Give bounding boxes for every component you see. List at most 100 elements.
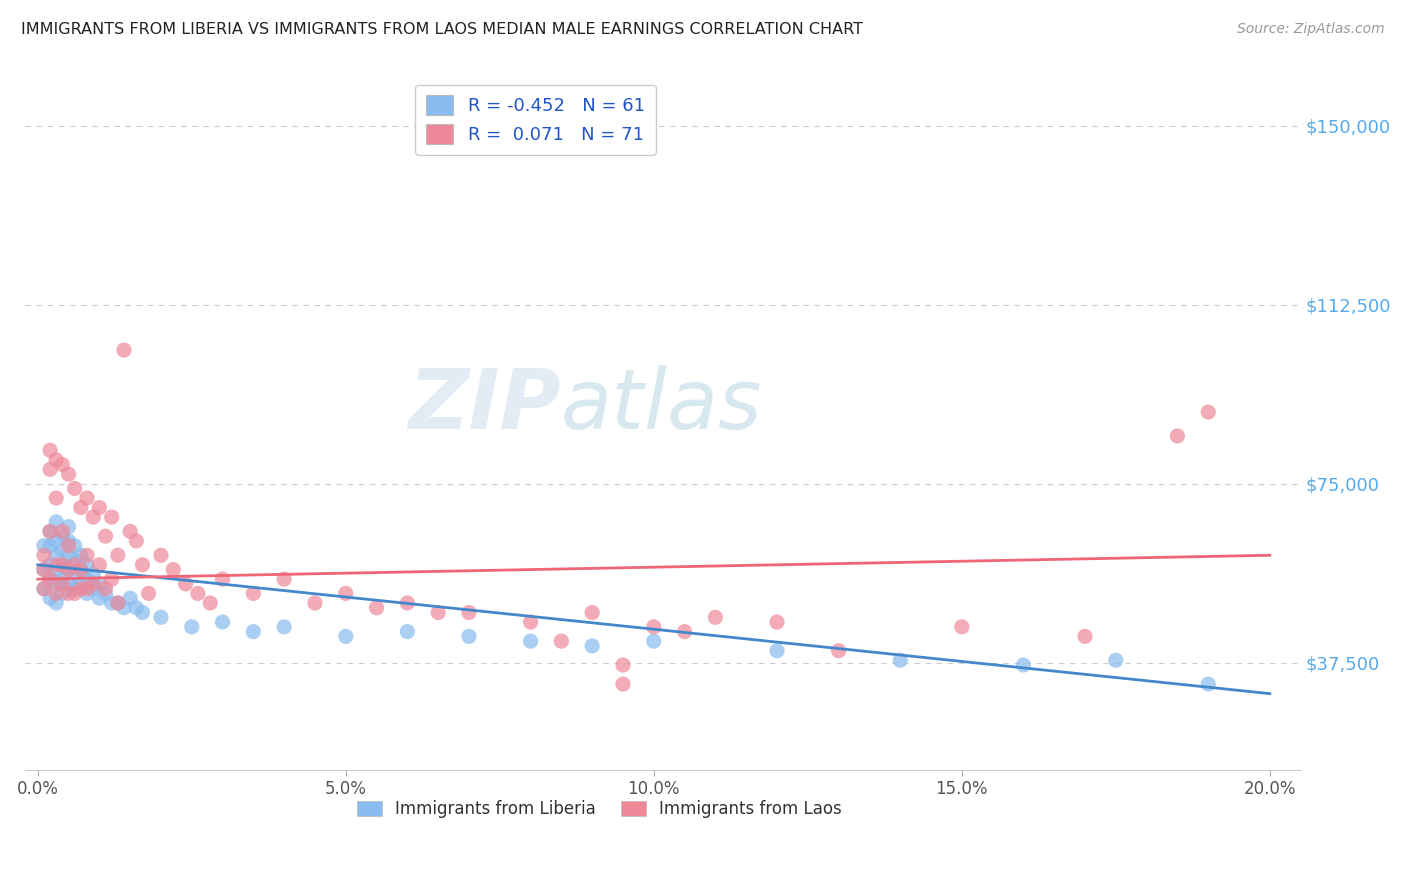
- Point: [51, 572, 73, 586]
- Point: [581, 606, 603, 620]
- Point: [58, 563, 80, 577]
- Point: [32, 563, 55, 577]
- Point: [174, 577, 197, 591]
- Point: [131, 558, 153, 572]
- Point: [120, 591, 142, 606]
- Point: [89, 577, 111, 591]
- Point: [39, 572, 62, 586]
- Point: [704, 610, 727, 624]
- Point: [82, 582, 104, 596]
- Point: [39, 524, 62, 539]
- Point: [51, 543, 73, 558]
- Point: [211, 615, 233, 629]
- Point: [519, 615, 541, 629]
- Text: IMMIGRANTS FROM LIBERIA VS IMMIGRANTS FROM LAOS MEDIAN MALE EARNINGS CORRELATION: IMMIGRANTS FROM LIBERIA VS IMMIGRANTS FR…: [21, 22, 863, 37]
- Point: [396, 596, 419, 610]
- Point: [519, 634, 541, 648]
- Point: [45, 515, 67, 529]
- Point: [766, 643, 789, 657]
- Point: [51, 577, 73, 591]
- Point: [162, 563, 184, 577]
- Point: [32, 582, 55, 596]
- Point: [45, 586, 67, 600]
- Point: [643, 634, 665, 648]
- Point: [304, 596, 326, 610]
- Point: [70, 563, 93, 577]
- Point: [45, 491, 67, 505]
- Point: [273, 620, 295, 634]
- Point: [458, 629, 481, 643]
- Point: [89, 500, 111, 515]
- Point: [125, 533, 148, 548]
- Point: [550, 634, 572, 648]
- Text: atlas: atlas: [561, 365, 762, 446]
- Point: [51, 458, 73, 472]
- Point: [58, 577, 80, 591]
- Point: [39, 443, 62, 458]
- Point: [76, 572, 98, 586]
- Point: [76, 586, 98, 600]
- Point: [32, 582, 55, 596]
- Point: [1012, 658, 1035, 673]
- Point: [100, 572, 122, 586]
- Point: [39, 539, 62, 553]
- Point: [242, 586, 264, 600]
- Point: [107, 548, 129, 562]
- Point: [39, 591, 62, 606]
- Point: [187, 586, 209, 600]
- Point: [396, 624, 419, 639]
- Point: [94, 529, 117, 543]
- Point: [138, 586, 160, 600]
- Point: [51, 524, 73, 539]
- Point: [120, 524, 142, 539]
- Point: [766, 615, 789, 629]
- Point: [58, 586, 80, 600]
- Point: [125, 600, 148, 615]
- Point: [58, 533, 80, 548]
- Point: [63, 539, 86, 553]
- Point: [1166, 429, 1188, 443]
- Point: [1197, 405, 1219, 419]
- Point: [45, 596, 67, 610]
- Point: [39, 572, 62, 586]
- Point: [58, 563, 80, 577]
- Point: [94, 582, 117, 596]
- Point: [45, 577, 67, 591]
- Point: [458, 606, 481, 620]
- Point: [70, 548, 93, 562]
- Point: [200, 596, 222, 610]
- Point: [76, 491, 98, 505]
- Point: [242, 624, 264, 639]
- Text: ZIP: ZIP: [408, 365, 561, 446]
- Point: [58, 467, 80, 482]
- Point: [131, 606, 153, 620]
- Point: [100, 596, 122, 610]
- Point: [100, 510, 122, 524]
- Point: [273, 572, 295, 586]
- Point: [58, 519, 80, 533]
- Point: [82, 510, 104, 524]
- Point: [366, 600, 388, 615]
- Point: [889, 653, 911, 667]
- Point: [149, 548, 172, 562]
- Point: [45, 563, 67, 577]
- Point: [89, 558, 111, 572]
- Point: [39, 462, 62, 476]
- Point: [82, 577, 104, 591]
- Point: [149, 610, 172, 624]
- Point: [70, 577, 93, 591]
- Point: [76, 558, 98, 572]
- Point: [1105, 653, 1128, 667]
- Point: [58, 548, 80, 562]
- Point: [32, 539, 55, 553]
- Point: [180, 620, 202, 634]
- Point: [51, 558, 73, 572]
- Point: [63, 586, 86, 600]
- Point: [39, 558, 62, 572]
- Point: [63, 553, 86, 567]
- Point: [112, 600, 135, 615]
- Point: [45, 452, 67, 467]
- Point: [107, 596, 129, 610]
- Point: [51, 529, 73, 543]
- Point: [89, 591, 111, 606]
